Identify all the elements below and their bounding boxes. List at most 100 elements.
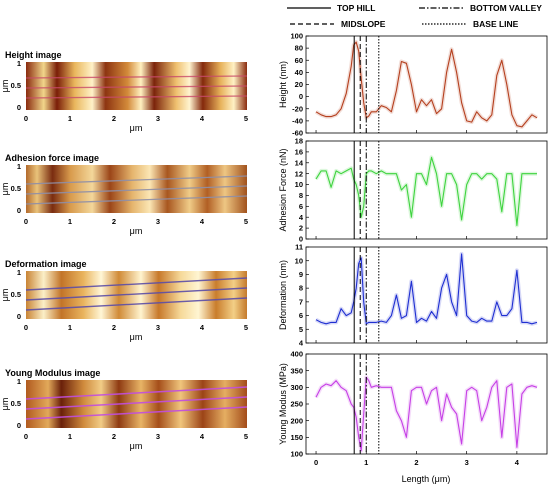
svg-text:3: 3: [156, 217, 160, 226]
young-modulus-ytick-label: 150: [290, 433, 303, 442]
length-xtick-label: 3: [465, 458, 469, 467]
deformation-image-map: [26, 271, 247, 319]
adhesion-force-plot-frame: [305, 140, 548, 240]
adhesion-force-ytick-label: 6: [299, 202, 303, 211]
length-axis-label: Length (μm): [402, 474, 451, 484]
deformation-image-panel: Deformation image 0 0.5 1 μm 0 1 2 3 4 5…: [0, 259, 248, 342]
length-xtick-label: 2: [414, 458, 418, 467]
height-ylabel: Height (nm): [278, 61, 288, 108]
svg-text:3: 3: [156, 323, 160, 332]
young-modulus-ytick-label: 400: [290, 350, 303, 359]
deformation-ytick-label: 5: [299, 325, 303, 334]
svg-text:2: 2: [112, 432, 116, 441]
deformation-image-ylabel: μm: [0, 289, 10, 302]
profile-plots: -60 -40 -20 0 20 40 60 80 100 Height (nm) 0 2 4 6 8 10 1…: [278, 32, 548, 467]
deformation-image-xlabel: μm: [130, 332, 143, 342]
legend-top-hill-label: TOP HILL: [337, 3, 375, 13]
svg-text:1: 1: [17, 268, 21, 277]
adhesion-image-map: [26, 165, 247, 213]
young-modulus-image-panel: Young Modulus image 0 0.5 1 μm 0 1 2 3 4…: [0, 368, 248, 451]
deformation-ytick-label: 4: [299, 339, 304, 348]
height-ytick-label: 40: [295, 68, 303, 77]
deformation-ylabel: Deformation (nm): [278, 260, 288, 330]
adhesion-force-ylabel: Adhesion Force (nN): [278, 148, 288, 231]
adhesion-force-ytick-label: 12: [295, 169, 303, 178]
svg-text:0.5: 0.5: [11, 290, 21, 299]
adhesion-force-ytick-label: 14: [295, 158, 304, 167]
length-xtick-label: 1: [364, 458, 368, 467]
height-ytick-label: -40: [292, 116, 303, 125]
svg-text:2: 2: [112, 217, 116, 226]
svg-text:3: 3: [156, 114, 160, 123]
adhesion-image-panel: Adhesion force image 0 0.5 1 μm 0 1 2 3 …: [0, 153, 248, 236]
height-ytick-label: -20: [292, 104, 303, 113]
svg-text:1: 1: [68, 114, 72, 123]
deformation-ytick-label: 7: [299, 297, 303, 306]
svg-text:5: 5: [244, 114, 248, 123]
deformation-ytick-label: 10: [295, 256, 303, 265]
height-plot: -60 -40 -20 0 20 40 60 80 100 Height (nm): [278, 32, 548, 138]
adhesion-force-ytick-label: 0: [299, 235, 303, 244]
svg-text:3: 3: [156, 432, 160, 441]
height-image-xlabel: μm: [130, 123, 143, 133]
height-image-ylabel: μm: [0, 80, 10, 93]
young-modulus-ytick-label: 100: [290, 450, 303, 459]
svg-text:0: 0: [24, 323, 28, 332]
svg-text:0: 0: [24, 114, 28, 123]
young-modulus-image-xlabel: μm: [130, 441, 143, 451]
young-modulus-ytick-label: 250: [290, 400, 303, 409]
legend: TOP HILL BOTTOM VALLEY MIDSLOPE BASE LIN…: [287, 3, 542, 29]
deformation-ytick-label: 11: [295, 243, 303, 252]
adhesion-force-ytick-label: 8: [299, 191, 303, 200]
young-modulus-image-map: [26, 380, 247, 428]
deformation-ytick-label: 6: [299, 311, 303, 320]
svg-text:0.5: 0.5: [11, 81, 21, 90]
svg-text:0.5: 0.5: [11, 399, 21, 408]
svg-text:0: 0: [24, 432, 28, 441]
height-ytick-label: -60: [292, 129, 303, 138]
svg-text:4: 4: [200, 114, 205, 123]
svg-text:1: 1: [68, 323, 72, 332]
svg-text:0: 0: [24, 217, 28, 226]
deformation-image-xticks: 0 1 2 3 4 5: [24, 323, 248, 332]
legend-base-line-label: BASE LINE: [473, 19, 519, 29]
svg-text:1: 1: [17, 162, 21, 171]
deformation-image-title: Deformation image: [5, 259, 87, 269]
svg-text:4: 4: [200, 217, 205, 226]
svg-text:2: 2: [112, 323, 116, 332]
svg-text:2: 2: [112, 114, 116, 123]
svg-text:0: 0: [17, 312, 21, 321]
young-modulus-ytick-label: 200: [290, 416, 303, 425]
height-ytick-label: 0: [299, 92, 303, 101]
height-plot-frame: [305, 35, 548, 134]
adhesion-force-ytick-label: 4: [299, 213, 304, 222]
svg-text:1: 1: [68, 432, 72, 441]
svg-text:0: 0: [17, 103, 21, 112]
deformation-plot: 4 5 6 7 8 9 10 11 Deformation (nm): [278, 243, 548, 348]
young-modulus-ylabel: Young Modus (MPa): [278, 363, 288, 445]
young-modulus-ytick-label: 350: [290, 366, 303, 375]
adhesion-image-xticks: 0 1 2 3 4 5: [24, 217, 248, 226]
height-ytick-label: 80: [295, 44, 303, 53]
legend-midslope-label: MIDSLOPE: [341, 19, 386, 29]
height-ytick-label: 20: [295, 80, 303, 89]
adhesion-image-xlabel: μm: [130, 226, 143, 236]
length-xtick-label: 4: [515, 458, 520, 467]
adhesion-force-ytick-label: 18: [295, 137, 303, 146]
deformation-ytick-label: 8: [299, 284, 303, 293]
svg-text:5: 5: [244, 323, 248, 332]
svg-text:5: 5: [244, 217, 248, 226]
young-modulus-image-xticks: 0 1 2 3 4 5: [24, 432, 248, 441]
height-ytick-label: 100: [290, 32, 303, 41]
adhesion-image-title: Adhesion force image: [5, 153, 99, 163]
height-ytick-label: 60: [295, 56, 303, 65]
svg-text:5: 5: [244, 432, 248, 441]
deformation-plot-frame: [305, 246, 548, 344]
svg-text:1: 1: [68, 217, 72, 226]
svg-text:4: 4: [200, 432, 205, 441]
adhesion-image-ylabel: μm: [0, 183, 10, 196]
height-image-title: Height image: [5, 50, 62, 60]
